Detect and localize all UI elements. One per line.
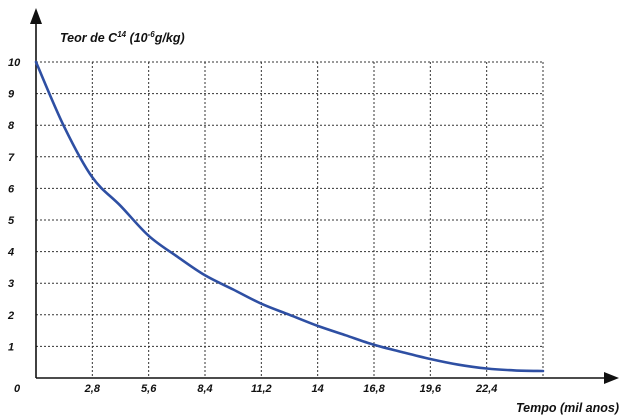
y-tick-label: 1	[8, 341, 14, 353]
y-tick-label: 7	[8, 152, 15, 164]
y-tick-label: 3	[8, 278, 14, 290]
y-tick-label: 5	[8, 215, 15, 227]
y-tick-label: 10	[8, 57, 21, 69]
origin-label: 0	[14, 383, 21, 395]
x-tick-label: 19,6	[420, 383, 442, 395]
y-tick-label: 9	[8, 89, 15, 101]
y-tick-label: 2	[7, 310, 14, 322]
y-axis-arrow	[30, 8, 42, 24]
y-tick-label: 4	[7, 247, 14, 259]
y-axis-title: Teor de C14 (10-6g/kg)	[60, 30, 185, 45]
tick-labels: 1 2 3 4 5 6 7 8 9 10 2,8 5,6 8,4 11,2 14 16,8 19,6 22,4	[7, 57, 497, 395]
x-tick-label: 11,2	[251, 383, 272, 395]
x-tick-label: 22,4	[475, 383, 497, 395]
x-axis-title: Tempo (mil anos)	[516, 401, 619, 415]
x-tick-label: 16,8	[363, 383, 385, 395]
x-tick-label: 8,4	[197, 383, 212, 395]
series-line	[34, 60, 545, 373]
y-tick-label: 8	[8, 120, 15, 132]
axes	[30, 8, 619, 384]
x-tick-label: 14	[312, 383, 324, 395]
x-tick-label: 2,8	[84, 383, 101, 395]
x-axis-arrow	[604, 372, 619, 384]
x-tick-label: 5,6	[141, 383, 157, 395]
grid-lines	[36, 61, 544, 378]
y-tick-label: 6	[8, 183, 15, 195]
